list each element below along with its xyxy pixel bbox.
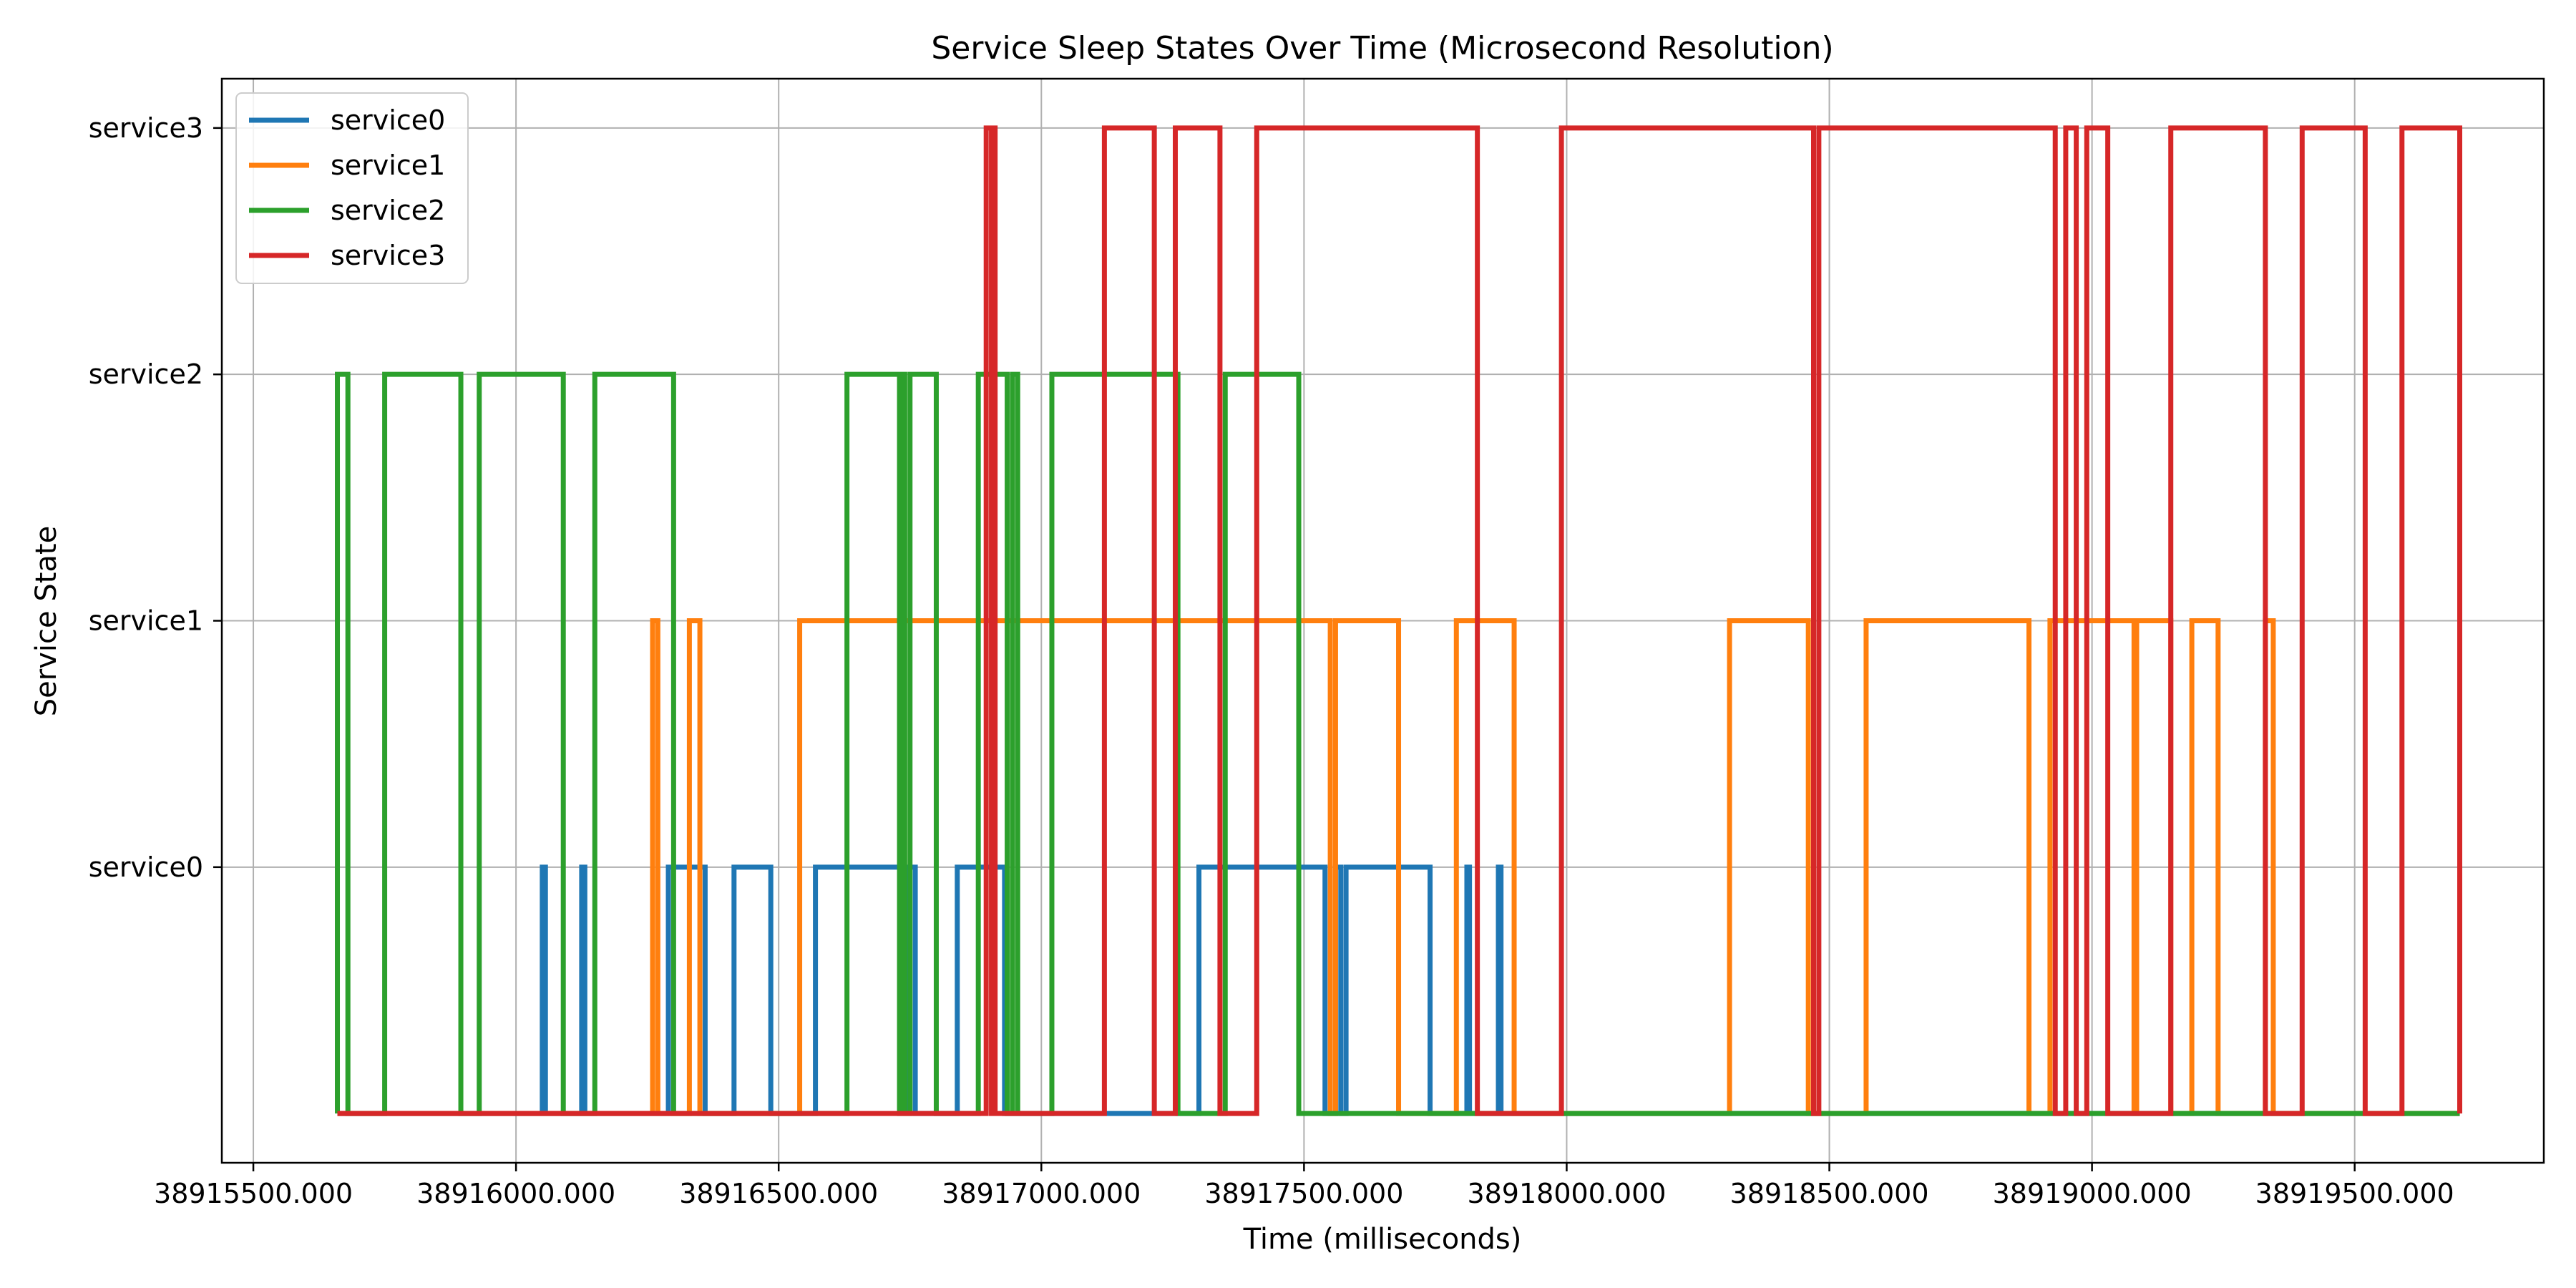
y-tick-label: service2 bbox=[89, 358, 203, 390]
x-tick-label: 38918000.000 bbox=[1467, 1178, 1666, 1209]
y-tick-label: service0 bbox=[89, 852, 203, 883]
y-axis-label: Service State bbox=[30, 526, 63, 716]
legend-label-service1: service1 bbox=[331, 150, 445, 181]
x-tick-label: 38917500.000 bbox=[1204, 1178, 1403, 1209]
y-axis: service0 service1 service2 service3 bbox=[89, 112, 222, 883]
x-tick-label: 38916000.000 bbox=[416, 1178, 615, 1209]
x-axis-label: Time (milliseconds) bbox=[1243, 1223, 1522, 1256]
x-tick-label: 38918500.000 bbox=[1730, 1178, 1929, 1209]
x-tick-label: 38919500.000 bbox=[2255, 1178, 2454, 1209]
x-tick-label: 38915500.000 bbox=[154, 1178, 353, 1209]
x-axis: 38915500.000 38916000.000 38916500.000 3891… bbox=[154, 1163, 2454, 1209]
legend-label-service3: service3 bbox=[331, 240, 445, 271]
series-line-service1 bbox=[337, 618, 2460, 1116]
legend-label-service0: service0 bbox=[331, 104, 445, 136]
series-line-service3 bbox=[337, 125, 2463, 1116]
x-tick-label: 38919000.000 bbox=[1993, 1178, 2192, 1209]
y-tick-label: service1 bbox=[89, 605, 203, 637]
x-tick-label: 38917000.000 bbox=[942, 1178, 1141, 1209]
series-layer bbox=[335, 125, 2463, 1116]
legend-label-service2: service2 bbox=[331, 195, 445, 226]
x-tick-label: 38916500.000 bbox=[679, 1178, 878, 1209]
legend: service0 service1 service2 service3 bbox=[235, 92, 469, 284]
legend-box bbox=[235, 92, 469, 284]
y-tick-label: service3 bbox=[89, 112, 203, 144]
chart-title: Service Sleep States Over Time (Microsec… bbox=[931, 30, 1833, 67]
